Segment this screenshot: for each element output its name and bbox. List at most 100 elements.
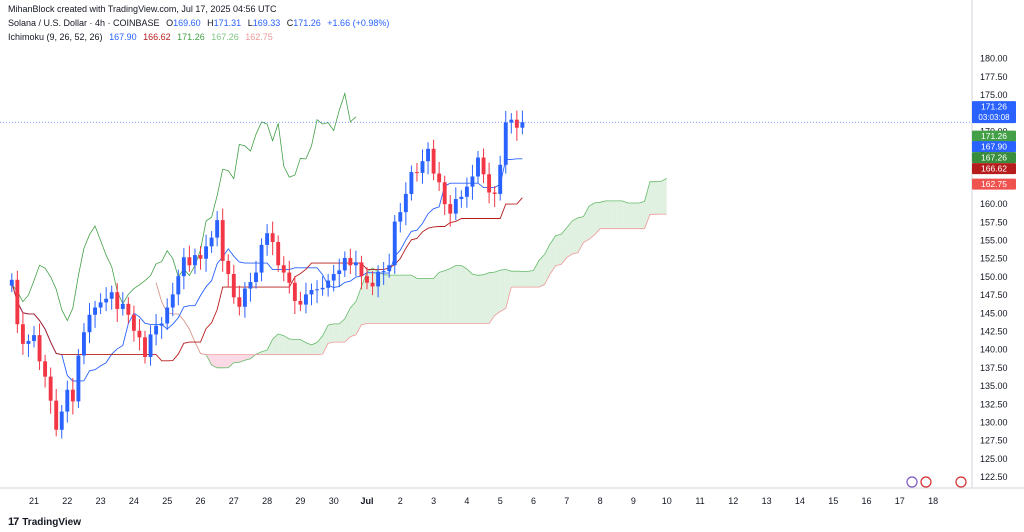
x-tick-label: 15 [828,496,838,506]
candle-body [154,325,159,335]
ichimoku-cloud-segment [455,265,462,324]
y-tick-label: 142.50 [980,327,1008,337]
candle-body [15,279,20,325]
close-value: 171.26 [293,18,321,28]
ichimoku-cloud-segment [389,275,395,324]
candle-body [514,119,519,128]
candle-body [70,389,75,402]
candle-body [487,174,492,193]
candle-body [120,303,125,309]
candle-body [431,148,436,174]
candle-body [226,260,231,275]
x-tick-label: 21 [29,496,39,506]
y-tick-label: 122.50 [980,472,1008,482]
ichimoku-cloud-segment [616,200,623,229]
ichimoku-cloud-segment [466,268,473,324]
ichimoku-cloud-segment [478,274,484,324]
y-tick-label: 147.50 [980,290,1008,300]
candle-body [337,270,342,275]
ichimoku-cloud-segment [561,227,567,265]
candle-body [442,182,447,205]
x-tick-label: 17 [895,496,905,506]
ichimoku-cloud-segment [461,265,467,324]
candle-body [43,361,48,377]
ichimoku-cloud-segment [211,354,218,368]
ichimoku-cloud-segment [294,339,301,355]
candle-body [459,196,464,200]
ichimoku-cloud-segment [555,234,562,266]
ichimoku-cloud-segment [650,181,656,215]
ichimoku-cloud-segment [594,202,601,235]
ichimoku-cloud-segment [655,181,662,215]
chikou-value: 171.26 [177,32,205,42]
ichimoku-cloud-segment [311,342,318,355]
ichimoku-cloud-segment [605,200,612,229]
candle-body [54,400,59,430]
span-b-value: 162.75 [245,32,273,42]
price-tag [972,130,1016,142]
candle-body [98,302,103,308]
y-tick-label: 125.00 [980,454,1008,464]
ichimoku-cloud-segment [489,272,495,324]
candle-body [398,212,403,222]
candle-body [198,255,203,259]
candle-body [215,220,220,238]
x-tick-label: 6 [531,496,536,506]
y-tick-label: 127.50 [980,436,1008,446]
candle-body [231,274,236,298]
ichimoku-cloud-segment [661,178,667,215]
candle-body [126,303,131,315]
ichimoku-cloud-segment [272,333,279,355]
y-tick-label: 132.50 [980,399,1008,409]
candle-body [32,335,36,341]
ichimoku-cloud-segment [339,318,345,343]
candle-body [165,307,170,324]
ichimoku-cloud-segment [511,271,517,288]
candle-body [309,290,314,295]
y-tick-label: 152.50 [980,254,1008,264]
ichimoku-cloud-segment [239,354,245,363]
y-tick-label: 135.00 [980,381,1008,391]
price-tag-value: 167.26 [981,153,1007,163]
candle-body [65,389,70,412]
ichimoku-cloud-segment [622,200,628,229]
price-tag-value: 167.90 [981,142,1007,152]
candle-body [176,276,181,295]
price-tag-value: 166.62 [981,164,1007,174]
candle-body [509,119,514,123]
ichimoku-cloud-segment [411,275,417,324]
candle-body [276,241,281,266]
ichimoku-cloud-segment [566,220,573,258]
tradingview-brand[interactable]: 17 TradingView [8,516,81,528]
candle-body [326,280,331,288]
kijun-sen-line [11,197,523,362]
ichimoku-cloud-segment [305,342,312,355]
ichimoku-cloud-segment [589,202,595,240]
x-tick-label: 10 [662,496,672,506]
candle-body [281,265,286,273]
ichimoku-cloud-segment [217,354,223,368]
us-flag-event-icon [955,476,967,488]
y-tick-label: 145.00 [980,308,1008,318]
candle-body [415,172,419,174]
ichimoku-cloud-segment [611,200,617,229]
tenkan-sen-line [11,158,523,382]
candle-body [437,173,442,183]
ichimoku-cloud-segment [333,323,340,343]
senkou-span-a-line [155,177,667,369]
candle-body [304,294,308,305]
x-tick-label: 26 [195,496,205,506]
candle-body [365,276,369,283]
ichimoku-cloud-segment [550,235,556,275]
price-tag [972,163,1016,175]
candle-body [420,161,425,173]
candle-body [259,244,264,273]
candle-body [470,176,475,187]
price-tag-countdown: 03:03:08 [978,113,1010,122]
x-tick-label: 27 [229,496,239,506]
ichimoku-cloud-segment [422,278,429,324]
x-tick-label: 23 [96,496,106,506]
senkou-span-b-line [155,213,667,355]
chart-credit: MihanBlock created with TradingView.com,… [8,4,277,14]
